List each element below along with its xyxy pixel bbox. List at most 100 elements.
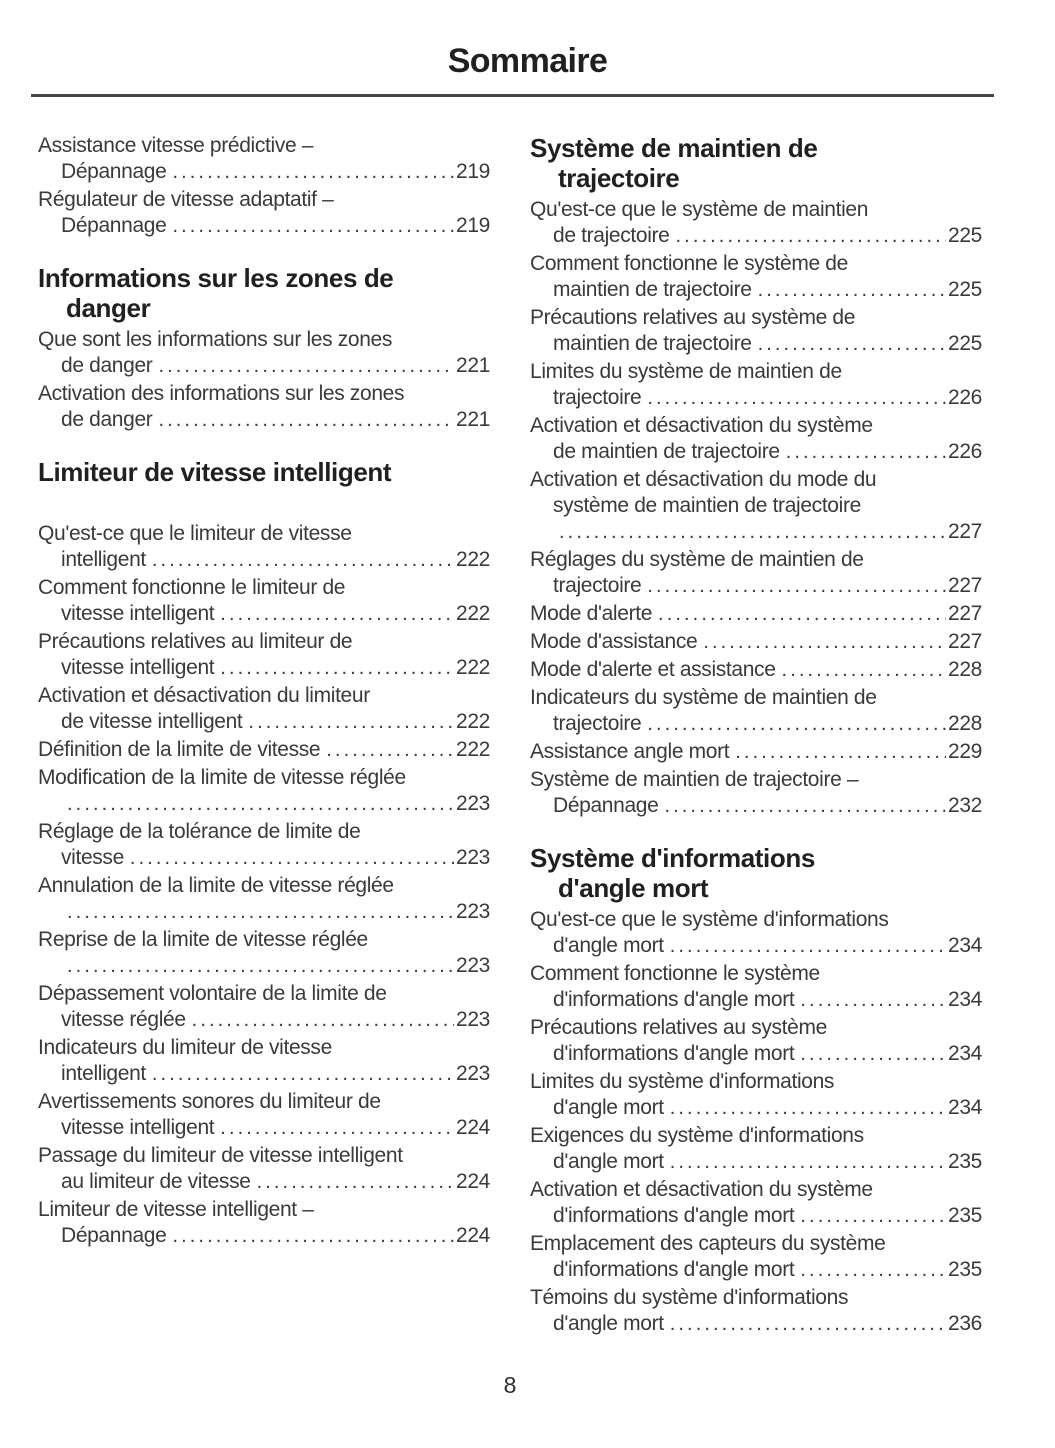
toc-entry: Activation et désactivation du système de… (530, 413, 982, 465)
toc-entry-text: Indicateurs du limiteur de vitesse (38, 1036, 332, 1059)
dot-leader (248, 709, 454, 735)
toc-page-ref: 232 (948, 794, 982, 817)
toc-entry-text: d'angle mort (553, 1312, 664, 1335)
toc-entry: Activation et désactivation du mode du sy… (530, 467, 982, 545)
toc-entry-line: Limiteur de vitesse intelligent – (38, 1197, 490, 1223)
dot-leader (647, 385, 946, 411)
toc-entry-line: Avertissements sonores du limiteur de (38, 1089, 490, 1115)
toc-page-ref: 235 (948, 1204, 982, 1227)
toc-entry-line: Emplacement des capteurs du système (530, 1231, 982, 1257)
toc-entry-lastline: vitesse intelligent 222 (38, 655, 490, 681)
toc-entry-text: d'angle mort (553, 934, 664, 957)
toc-entry-text: au limiteur de vitesse (61, 1170, 251, 1193)
toc-entry-line: Précautions relatives au système (530, 1015, 982, 1041)
toc-entry-text: Mode d'alerte et assistance (530, 658, 776, 681)
toc-entry: Comment fonctionne le limiteur de vitesse… (38, 575, 490, 627)
toc-entry: Activation et désactivation du système d'… (530, 1177, 982, 1229)
toc-entry: Qu'est-ce que le système de maintien de t… (530, 197, 982, 249)
toc-entry-line: Modification de la limite de vitesse rég… (38, 765, 490, 791)
toc-entry: Activation des informations sur les zone… (38, 381, 490, 433)
toc-entry-text: d'angle mort (553, 1150, 664, 1173)
dot-leader (800, 1203, 946, 1229)
dot-leader (670, 1149, 946, 1175)
toc-page-ref: 223 (456, 1008, 490, 1031)
toc-entry-text: Modification de la limite de vitesse rég… (38, 766, 406, 789)
section-heading-line: danger (66, 293, 151, 323)
toc-entry-text: Dépannage (61, 1224, 167, 1247)
toc-page-ref: 235 (948, 1258, 982, 1281)
toc-page-ref: 222 (456, 602, 490, 625)
toc-page-ref: 222 (456, 710, 490, 733)
dot-leader (172, 1223, 454, 1249)
toc-entry-lastline: maintien de trajectoire 225 (530, 277, 982, 303)
toc-entry-text: Définition de la limite de vitesse (38, 738, 321, 761)
toc-entry-text: de maintien de trajectoire (553, 440, 780, 463)
toc-entry-text: Limites du système de maintien de (530, 360, 842, 383)
toc-entry-text: Passage du limiteur de vitesse intellige… (38, 1144, 403, 1167)
toc-entry-text: système de maintien de trajectoire (553, 494, 861, 517)
toc-page-ref: 219 (456, 214, 490, 237)
dot-leader (670, 933, 946, 959)
toc-entry: Modification de la limite de vitesse rég… (38, 765, 490, 817)
toc-entry-text: vitesse intelligent (61, 656, 215, 679)
toc-entry: Assistance angle mort 229 (530, 739, 982, 765)
toc-entry: Assistance vitesse prédictive – Dépannage… (38, 133, 490, 185)
toc-page-ref: 236 (948, 1312, 982, 1335)
toc-page-ref: 223 (456, 954, 490, 977)
toc-page-ref: 227 (948, 520, 982, 543)
toc-entry-line: Limites du système de maintien de (530, 359, 982, 385)
toc-page-ref: 221 (456, 408, 490, 431)
toc-entry-line: Qu'est-ce que le système de maintien (530, 197, 982, 223)
toc-page-ref: 234 (948, 934, 982, 957)
dot-leader (152, 547, 454, 573)
toc-entry-text: Réglage de la tolérance de limite de (38, 820, 361, 843)
dot-leader (172, 159, 454, 185)
toc-entry-lastline: Mode d'alerte et assistance 228 (530, 657, 982, 683)
toc-entry-line: Activation des informations sur les zone… (38, 381, 490, 407)
toc-entry-lastline: 223 (38, 899, 490, 925)
toc-entry: Mode d'alerte 227 (530, 601, 982, 627)
toc-entry-line: Exigences du système d'informations (530, 1123, 982, 1149)
toc-page-ref: 219 (456, 160, 490, 183)
toc-page-ref: 227 (948, 630, 982, 653)
toc-entry-text: vitesse réglée (61, 1008, 186, 1031)
toc-page-ref: 227 (948, 574, 982, 597)
toc-entry: Que sont les informations sur les zones d… (38, 327, 490, 379)
toc-entry-lastline: 227 (530, 519, 982, 545)
toc-entry-lastline: Dépannage 224 (38, 1223, 490, 1249)
toc-page-ref: 234 (948, 988, 982, 1011)
toc-entry-text: Activation et désactivation du limiteur (38, 684, 370, 707)
toc-entry-line: Indicateurs du limiteur de vitesse (38, 1035, 490, 1061)
toc-entry-line: Activation et désactivation du limiteur (38, 683, 490, 709)
toc-entry-text: Précautions relatives au limiteur de (38, 630, 353, 653)
toc-entry: Mode d'assistance 227 (530, 629, 982, 655)
dot-leader (67, 791, 454, 817)
dot-leader (800, 1257, 946, 1283)
toc-entry: Réglages du système de maintien de trajec… (530, 547, 982, 599)
toc-entry: Avertissements sonores du limiteur de vit… (38, 1089, 490, 1141)
toc-page-ref: 222 (456, 738, 490, 761)
toc-entry-text: intelligent (61, 1062, 146, 1085)
toc-entry-line: Système de maintien de trajectoire – (530, 767, 982, 793)
section-heading: Système d'informations d'angle mort (530, 843, 982, 903)
toc-entry-lastline: maintien de trajectoire 225 (530, 331, 982, 357)
toc-page-ref: 229 (948, 740, 982, 763)
toc-entry-text: Qu'est-ce que le limiteur de vitesse (38, 522, 352, 545)
toc-entry-lastline: au limiteur de vitesse 224 (38, 1169, 490, 1195)
toc-entry: Précautions relatives au système de maint… (530, 305, 982, 357)
toc-entry-line: Passage du limiteur de vitesse intellige… (38, 1143, 490, 1169)
section-heading-line: Limiteur de vitesse intelligent (38, 457, 392, 487)
toc-entry: Limiteur de vitesse intelligent – Dépanna… (38, 1197, 490, 1249)
dot-leader (326, 737, 454, 763)
toc-entry-text: Système de maintien de trajectoire – (530, 768, 859, 791)
toc-page-ref: 234 (948, 1042, 982, 1065)
toc-entry-text: Mode d'assistance (530, 630, 698, 653)
toc-entry-lastline: de danger 221 (38, 407, 490, 433)
toc-entry-line: Qu'est-ce que le limiteur de vitesse (38, 521, 490, 547)
toc-entry-text: Reprise de la limite de vitesse réglée (38, 928, 368, 951)
toc-entry-text: Indicateurs du système de maintien de (530, 686, 877, 709)
toc-entry: Dépassement volontaire de la limite de vi… (38, 981, 490, 1033)
toc-entry: Annulation de la limite de vitesse réglé… (38, 873, 490, 925)
toc-entry-line: Que sont les informations sur les zones (38, 327, 490, 353)
toc-entry-text: d'informations d'angle mort (553, 1258, 795, 1281)
